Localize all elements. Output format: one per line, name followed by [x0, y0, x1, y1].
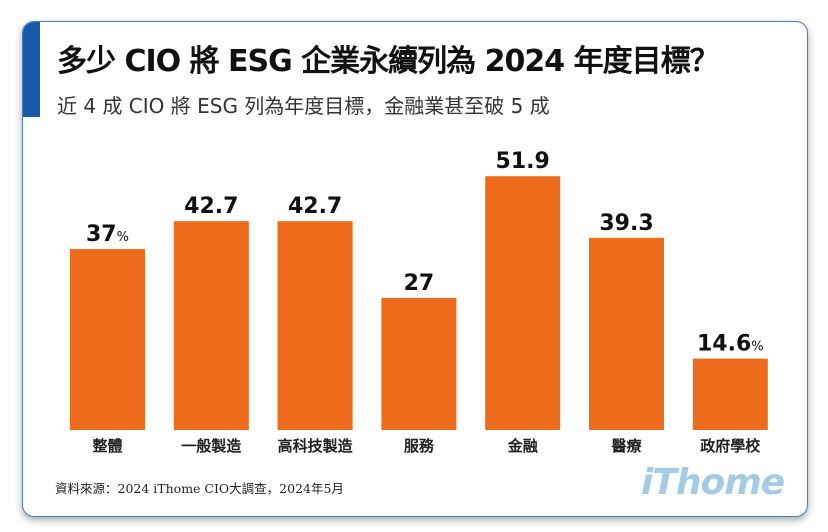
chart-card: 多少 CIO 將 ESG 企業永續列為 2024 年度目標？ 近 4 成 CIO…	[22, 21, 808, 517]
ithome-logo: iThome	[641, 462, 785, 503]
accent-bar	[23, 22, 40, 117]
data-label-6: 14.6%	[697, 332, 764, 357]
data-label-0: 37%	[86, 222, 129, 247]
data-label-4: 51.9	[496, 149, 550, 174]
bar-5	[589, 237, 664, 430]
data-label-3: 27	[404, 271, 435, 296]
chart-title: 多少 CIO 將 ESG 企業永續列為 2024 年度目標？	[57, 44, 720, 79]
bar-0	[70, 249, 145, 430]
bar-4	[485, 176, 561, 430]
source-note: 資料來源：2024 iThome CIO大調查，2024年5月	[55, 481, 344, 496]
bar-2	[277, 221, 353, 430]
data-label-1: 42.7	[184, 194, 238, 219]
bar-3	[381, 297, 457, 430]
category-label-0: 整體	[92, 437, 122, 455]
category-label-4: 金融	[507, 437, 538, 455]
data-label-5: 39.3	[599, 211, 653, 236]
bar-1	[173, 221, 249, 430]
category-label-3: 服務	[404, 437, 435, 455]
category-label-5: 醫療	[611, 437, 642, 455]
category-label-1: 一般製造	[181, 437, 241, 455]
category-label-6: 政府學校	[700, 437, 761, 455]
category-label-2: 高科技製造	[278, 437, 353, 455]
bar-6	[692, 358, 768, 430]
chart-subtitle: 近 4 成 CIO 將 ESG 列為年度目標，金融業甚至破 5 成	[57, 94, 550, 118]
data-label-2: 42.7	[288, 194, 342, 219]
